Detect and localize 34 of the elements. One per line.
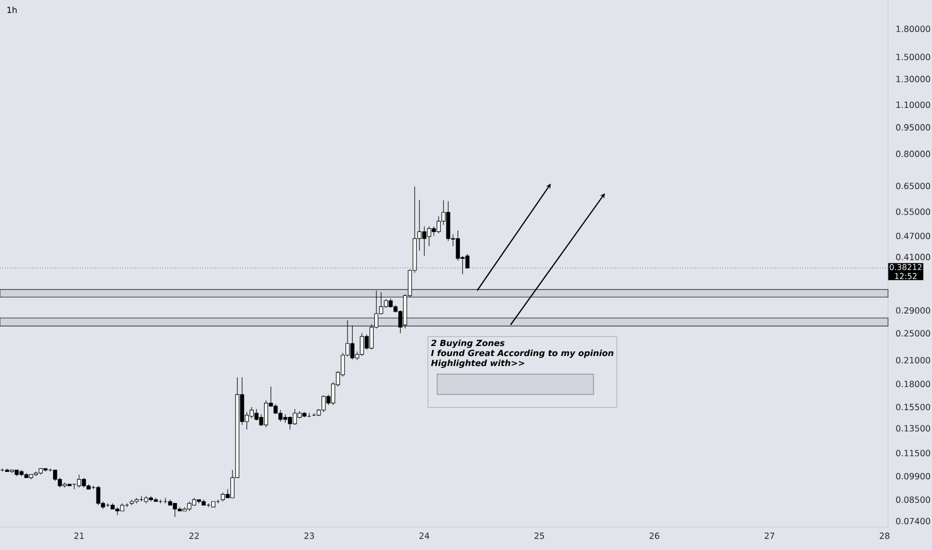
text: 12:52 — [895, 273, 916, 280]
annotation: I found Great According to my opinion — [431, 350, 614, 358]
y-tick-label: 0.11500 — [896, 450, 930, 456]
x-tick-label: 22 — [189, 532, 199, 539]
y-tick-label: 0.25000 — [896, 330, 930, 337]
x-tick-label: 28 — [880, 532, 890, 539]
y-tick-label: 0.21000 — [896, 356, 930, 364]
x-tick-label: 27 — [764, 532, 774, 539]
y-tick-label: 0.18000 — [896, 380, 930, 388]
x-tick-label: 26 — [650, 532, 660, 539]
y-tick-label: 0.41000 — [896, 254, 930, 260]
text: 1h — [7, 6, 17, 13]
y-tick-label: 1.80000 — [896, 26, 930, 32]
y-tick-label: 0.08500 — [896, 496, 930, 503]
annotation: 2 Buying Zones — [430, 340, 504, 348]
y-tick-label: 0.15500 — [896, 404, 930, 410]
y-tick-label: 1.30000 — [896, 76, 930, 82]
annotation: Highlighted with>> — [431, 360, 524, 368]
ref-line-label: 0.38212 — [890, 264, 922, 270]
y-tick-label: 0.95000 — [896, 124, 930, 131]
y-tick-label: 1.10000 — [896, 102, 930, 108]
y-tick-label: 0.07400 — [896, 518, 930, 524]
x-tick-label: 24 — [419, 532, 430, 539]
x-tick-label: 21 — [74, 532, 84, 539]
x-tick-label: 23 — [304, 532, 314, 539]
y-tick-label: 0.65000 — [896, 182, 930, 190]
y-tick-label: 1.50000 — [896, 54, 930, 60]
y-tick-label: 0.80000 — [896, 150, 930, 158]
x-tick-label: 25 — [534, 532, 544, 539]
y-tick-label: 0.13500 — [896, 425, 930, 432]
y-tick-label: 0.29000 — [896, 307, 930, 314]
y-tick-label: 0.09900 — [896, 472, 930, 480]
y-tick-label: 0.47000 — [896, 232, 930, 240]
y-tick-label: 0.55000 — [896, 208, 930, 215]
